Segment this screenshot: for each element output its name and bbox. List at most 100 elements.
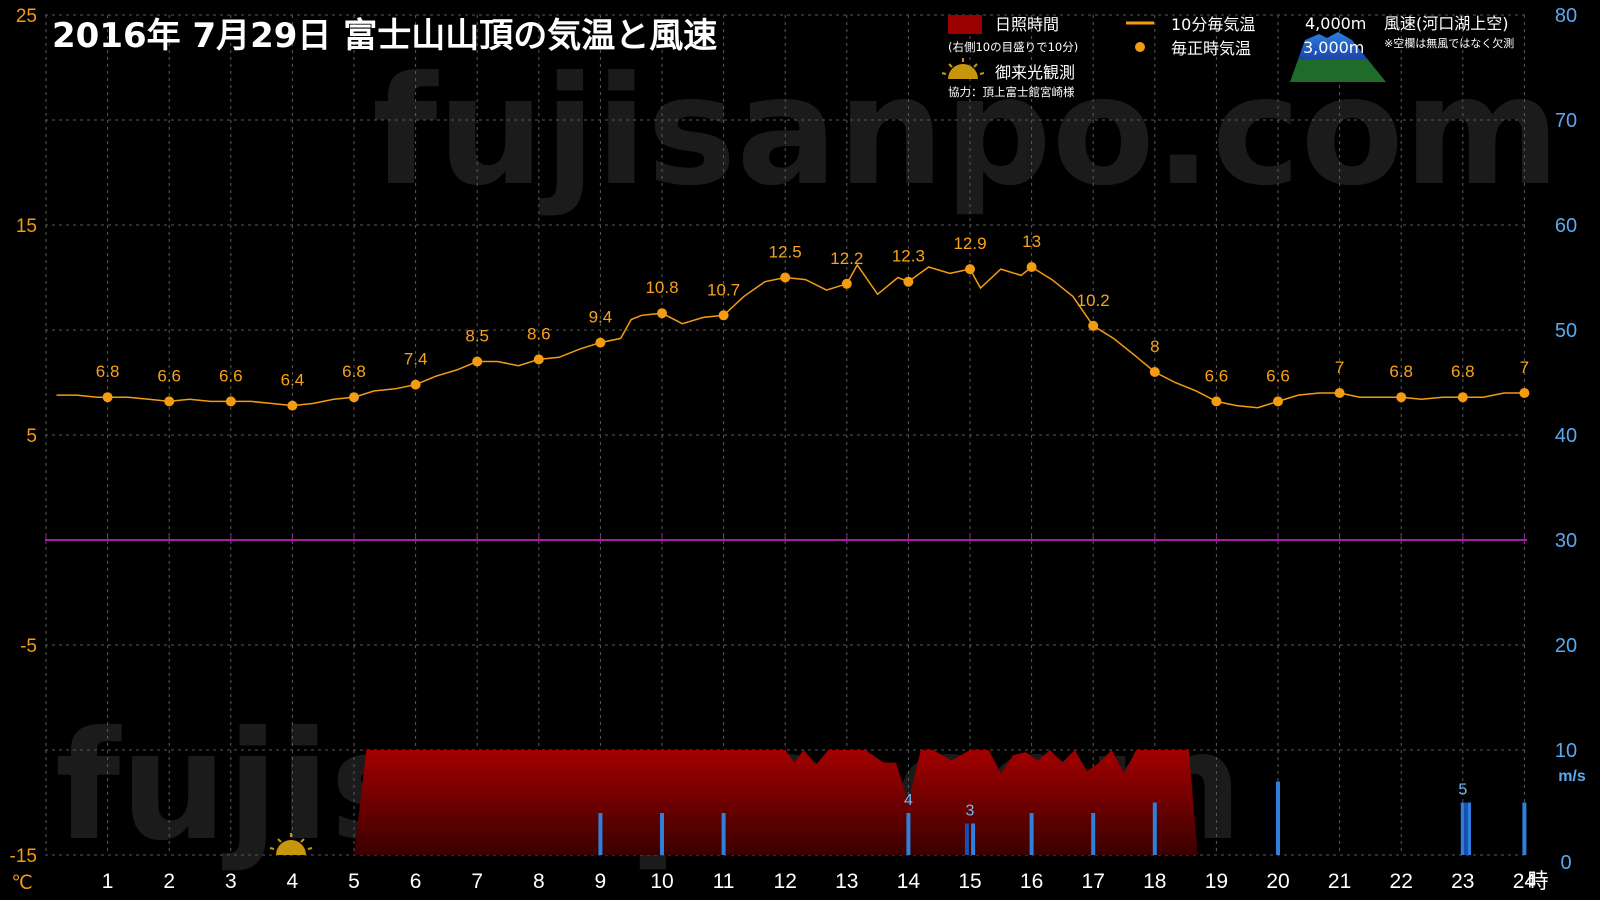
wind-value-label: 4	[904, 792, 913, 809]
temp-hourly-point	[225, 396, 236, 407]
temp-hourly-label: 7.4	[404, 350, 428, 369]
sunrise-marker-ray	[307, 847, 313, 850]
temp-hourly-label: 10.2	[1077, 291, 1110, 310]
right-axis-tick-label: 70	[1555, 110, 1577, 132]
temp-hourly-label: 8.6	[527, 324, 551, 343]
temp-hourly-point	[1211, 396, 1222, 407]
x-axis-tick-label: 12	[774, 870, 797, 893]
x-axis-tick-label: 3	[225, 870, 237, 893]
wind-4000m-bar	[1466, 802, 1471, 855]
x-axis-tick-label: 13	[835, 870, 858, 893]
legend-temp-hourly-swatch	[1135, 42, 1145, 52]
temp-hourly-label: 6.8	[96, 362, 120, 381]
temp-hourly-point	[1334, 388, 1345, 398]
wind-value-label: 3	[966, 803, 975, 820]
right-axis-unit: m/s	[1558, 768, 1586, 785]
x-axis-tick-label: 5	[348, 870, 360, 893]
wind-4000m-bar	[1276, 781, 1280, 855]
sunrise-marker-ray	[269, 847, 275, 850]
sunrise-marker-icon	[269, 833, 313, 855]
wind-bar-layer: 4 3 5	[598, 781, 1527, 855]
legend-wind-title: 風速(河口湖上空)	[1384, 14, 1509, 33]
x-axis-tick-label: 24	[1513, 870, 1537, 893]
x-axis-tick-label: 15	[958, 870, 981, 893]
temp-hourly-label: 6.8	[342, 362, 366, 381]
x-axis-tick-label: 18	[1143, 870, 1166, 893]
sunshine-area	[354, 750, 1198, 855]
temp-hourly-point	[1519, 388, 1530, 398]
right-axis-tick-label: 50	[1555, 320, 1577, 342]
left-axis-tick-label: 25	[16, 6, 37, 27]
temp-hourly-point	[102, 392, 113, 403]
legend-sunshine-swatch	[948, 15, 982, 34]
x-axis-tick-label: 2	[163, 870, 175, 893]
x-axis-tick-label: 19	[1205, 870, 1228, 893]
temp-hourly-point	[533, 354, 544, 365]
x-axis-tick-label: 17	[1082, 870, 1105, 893]
right-axis-tick-label: 40	[1555, 425, 1577, 447]
temp-hourly-label: 6.8	[1389, 362, 1413, 381]
temp-hourly-label: 6.4	[281, 371, 305, 390]
temp-hourly-point	[287, 400, 298, 411]
sunrise-marker-ray	[300, 838, 305, 843]
temp-hourly-label: 12.2	[830, 249, 863, 268]
temp-hourly-label: 7	[1520, 358, 1529, 377]
temp-hourly-point	[965, 264, 975, 275]
sunshine-area-layer	[354, 750, 1198, 855]
temp-hourly-point	[1457, 392, 1468, 403]
temp-hourly-point	[1026, 262, 1037, 272]
x-axis-tick-label: 7	[471, 870, 483, 893]
temp-hourly-point	[164, 396, 175, 407]
legend-sunshine-note: (右側10の目盛りで10分)	[948, 40, 1078, 54]
temp-hourly-point	[410, 379, 421, 390]
wind-3000m-bar	[1463, 802, 1468, 855]
temp-hourly-label: 12.3	[892, 247, 925, 266]
x-axis-tick-label: 14	[897, 870, 921, 893]
temp-hourly-point	[657, 308, 667, 319]
temp-hourly-point	[780, 272, 791, 283]
legend-alt4000: 4,000m	[1305, 14, 1366, 33]
temp-hourly-point	[1088, 320, 1099, 331]
right-axis-tick-label: 30	[1555, 530, 1577, 552]
sunrise-marker-disc	[276, 840, 306, 855]
temp-hourly-point	[472, 356, 483, 367]
wind-value-label: 5	[1458, 782, 1467, 799]
temp-hourly-label: 6.6	[157, 366, 181, 385]
temperature-line-layer: 6.8 6.6 6.6 6.4 6.8 7.4 8.5 8.6 9.4 10.8 10.7 12.5 1…	[56, 232, 1530, 411]
temp-hourly-label: 6.6	[1205, 366, 1229, 385]
legend-sunshine-label: 日照時間	[995, 15, 1059, 34]
legend-credit: 協力：頂上富士館宮崎様	[948, 85, 1075, 99]
temp-hourly-point	[349, 392, 359, 403]
temp-hourly-point	[1273, 396, 1283, 407]
temp-hourly-label: 12.9	[953, 234, 986, 253]
x-axis-tick-label: 9	[595, 870, 607, 893]
right-axis-tick-label: 60	[1555, 215, 1577, 237]
legend: 日照時間 (右側10の目盛りで10分) 10分毎気温 毎正時気温 御来光観測 協…	[941, 14, 1514, 99]
temp-hourly-label: 6.6	[1266, 366, 1290, 385]
left-axis-tick-label: 5	[26, 426, 37, 447]
temp-hourly-point	[1149, 367, 1160, 377]
legend-temp-hourly-label: 毎正時気温	[1171, 39, 1251, 58]
wind-4000m-bar	[1522, 802, 1527, 855]
left-axis-tick-label: -5	[20, 636, 37, 657]
x-axis-tick-label: 23	[1451, 870, 1474, 893]
x-axis-tick-label: 20	[1266, 870, 1289, 893]
temp-hourly-label: 13	[1022, 232, 1041, 251]
x-axis-tick-label: 16	[1020, 870, 1043, 893]
wind-4000m-bar	[1460, 802, 1465, 855]
x-axis-tick-label: 6	[410, 870, 422, 893]
temp-10min-line	[56, 263, 1525, 409]
right-axis-tick-label: 20	[1555, 635, 1577, 657]
x-axis-unit: 時	[1528, 870, 1549, 893]
temp-hourly-point	[595, 337, 606, 348]
wind-4000m-bar	[1152, 802, 1157, 855]
right-axis-tick-label: 10	[1555, 740, 1577, 762]
temp-hourly-label: 12.5	[769, 243, 802, 262]
wind-4000m-bar	[971, 823, 976, 855]
x-axis-tick-label: 22	[1390, 870, 1413, 893]
wind-4000m-bar	[906, 813, 911, 855]
temp-hourly-label: 6.8	[1451, 362, 1475, 381]
zero-line-layer	[45, 536, 1527, 544]
temp-hourly-label: 10.8	[645, 278, 678, 297]
